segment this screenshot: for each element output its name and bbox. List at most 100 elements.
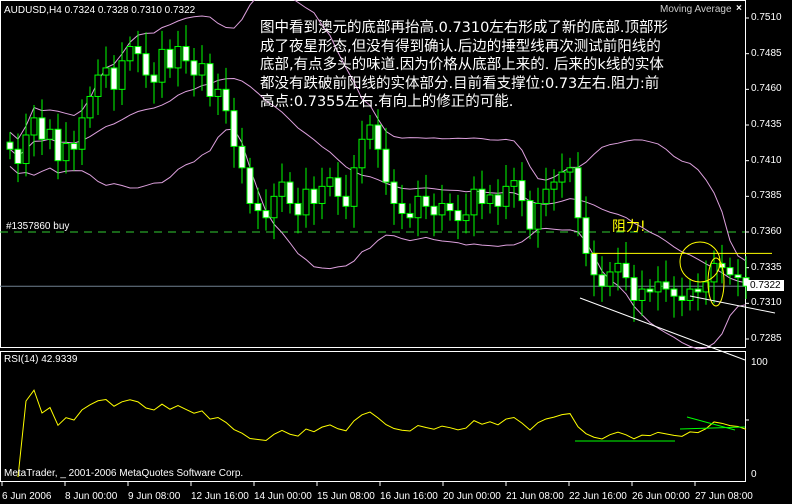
candle-body <box>110 67 118 90</box>
candle-body <box>734 274 742 279</box>
close-x-icon[interactable]: × <box>736 3 742 14</box>
rsi-trendline <box>686 416 736 431</box>
candle-body <box>126 46 134 62</box>
annotation-line: 都没有跌破前阳线的实体部分.目前看支撑位:0.73左右.阻力:前 <box>260 75 660 92</box>
candle-body <box>478 188 486 204</box>
rsi-line <box>17 389 747 478</box>
price-tick-label: 0.7385 <box>751 190 782 202</box>
candle-body <box>574 167 582 219</box>
time-tick-label: 27 Jun 08:00 <box>695 491 753 502</box>
candle-body <box>198 63 206 76</box>
candle-body <box>510 180 518 187</box>
support-trendline <box>579 297 746 361</box>
candle-body <box>414 195 422 219</box>
candle-body <box>70 143 78 150</box>
candle-body <box>366 124 374 140</box>
bollinger-middle <box>9 78 747 284</box>
candle-body <box>190 60 198 76</box>
candle-body <box>526 200 534 230</box>
rsi-label: RSI(14) 42.9339 <box>4 354 78 365</box>
candle-body <box>142 53 150 76</box>
candle-body <box>6 141 14 150</box>
order-line-label: #1357860 buy <box>6 221 70 232</box>
time-tick-label: 14 Jun 00:00 <box>254 491 312 502</box>
candle-body <box>78 117 86 150</box>
candle-body <box>302 188 310 216</box>
candle-body <box>558 171 566 183</box>
candle-body <box>310 188 318 204</box>
candle-body <box>278 181 286 197</box>
rsi-support-line <box>679 426 746 430</box>
candle-body <box>710 262 718 283</box>
price-tick-label: 0.7510 <box>751 12 782 23</box>
candle-body <box>542 188 550 204</box>
candle-body <box>678 295 686 301</box>
candle-body <box>494 194 502 207</box>
candle-body <box>254 202 262 212</box>
candle-body <box>646 288 654 293</box>
candle-body <box>702 281 710 293</box>
time-tick-label: 16 Jun 16:00 <box>380 491 438 502</box>
candle-body <box>590 252 598 276</box>
candle-body <box>390 181 398 204</box>
time-tick-label: 20 Jun 00:00 <box>443 491 501 502</box>
rsi-panel-border <box>0 351 746 482</box>
candle-body <box>182 46 190 62</box>
price-tick-label: 0.7335 <box>751 261 782 273</box>
candle-body <box>102 67 110 76</box>
price-tick-label: 0.7360 <box>751 226 782 237</box>
analysis-annotation: 图中看到澳元的底部再抬高.0.7310左右形成了新的底部.顶部形 成了夜星形态,… <box>260 19 740 112</box>
candle-body <box>158 48 166 83</box>
candle-body <box>638 288 646 301</box>
candle-body <box>334 177 342 197</box>
candle-body <box>726 267 734 276</box>
candle-body <box>206 63 214 97</box>
indicator-label: Moving Average <box>660 4 732 15</box>
rsi-tick-label: 0 <box>751 469 757 480</box>
candle-body <box>686 288 694 301</box>
candle-body <box>326 177 334 187</box>
candle-body <box>270 195 278 219</box>
time-tick-label: 8 Jun 00:00 <box>65 491 118 502</box>
price-tick-label: 0.7485 <box>751 47 782 59</box>
highlight-ellipse <box>707 257 725 307</box>
candle-body <box>286 181 294 204</box>
candle-body <box>606 271 614 287</box>
time-tick-label: 21 Jun 08:00 <box>506 491 564 502</box>
time-tick-label: 6 Jun 2006 <box>2 491 52 502</box>
candle-body <box>222 88 230 112</box>
candle-body <box>342 195 350 207</box>
time-tick-label: 22 Jun 16:00 <box>569 491 627 502</box>
candle-body <box>294 202 302 216</box>
candle-body <box>174 46 182 69</box>
candle-body <box>14 148 22 165</box>
candle-body <box>622 262 630 279</box>
resistance-label: 阻力! <box>612 219 646 235</box>
candle-body <box>630 277 638 301</box>
annotation-line: 成了夜星形态,但没有得到确认.后边的捶型线再次测试前阳线的 <box>260 38 661 55</box>
candle-body <box>54 128 62 162</box>
candle-body <box>598 274 606 287</box>
candle-body <box>454 210 462 222</box>
candle-body <box>430 205 438 216</box>
candle-body <box>166 48 174 69</box>
main-panel-border <box>0 0 746 348</box>
candle-body <box>382 148 390 183</box>
price-tick-label: 0.7435 <box>751 119 782 130</box>
price-tick-label: 0.7285 <box>751 333 782 344</box>
copyright-text: MetaTrader, _ 2001-2006 MetaQuotes Softw… <box>4 468 244 479</box>
candle-body <box>406 212 414 219</box>
candle-body <box>518 180 526 202</box>
rsi-tick-label: 100 <box>751 357 768 368</box>
support-trendline <box>689 295 776 314</box>
candle-body <box>118 60 126 90</box>
candle-body <box>262 210 270 219</box>
candle-body <box>30 117 38 136</box>
candle-body <box>38 117 46 140</box>
candle-body <box>654 281 662 293</box>
candle-body <box>374 124 382 150</box>
candle-body <box>62 143 70 162</box>
candle-body <box>614 262 622 273</box>
candle-body <box>662 281 670 290</box>
